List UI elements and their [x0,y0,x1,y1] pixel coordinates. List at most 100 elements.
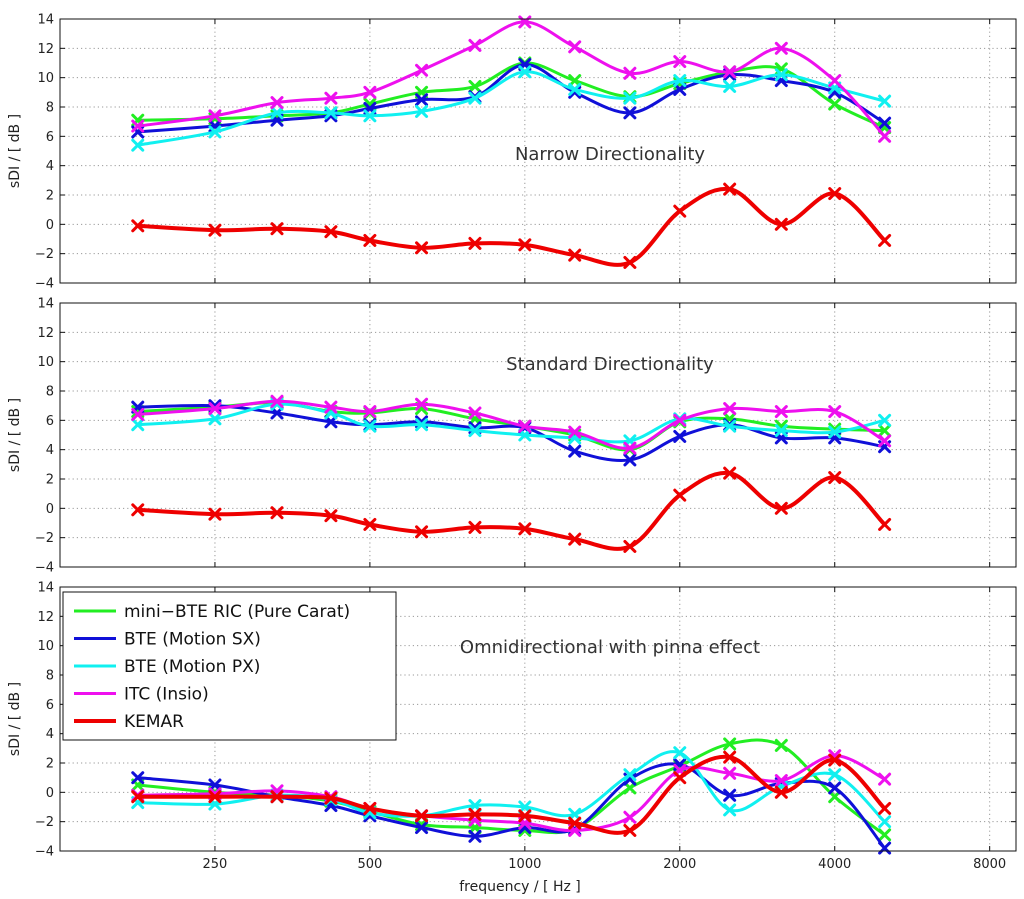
panel-title: Standard Directionality [506,354,714,375]
data-point-marker [828,753,842,767]
data-point-marker [623,781,637,795]
data-point-marker [623,810,637,824]
data-point-marker [878,413,892,427]
data-point-marker [518,428,532,442]
data-point-marker [623,441,637,455]
data-point-marker [568,807,582,821]
data-point-marker [208,778,222,792]
data-point-marker [623,823,637,837]
data-point-marker [623,106,637,120]
data-point-marker [673,413,687,427]
y-tick-label: 8 [46,669,54,684]
x-tick-label: 500 [357,857,382,872]
plot-frame [59,18,1017,284]
data-point-marker [468,520,482,534]
data-point-marker [363,419,377,433]
data-point-marker [270,394,284,408]
series-kemar [131,182,892,269]
panel-title: Narrow Directionality [515,144,705,165]
data-point-marker [363,109,377,123]
series-kemar [131,750,892,837]
x-axis-title: frequency / [ Hz ] [459,879,581,895]
data-point-marker [131,119,145,133]
legend-box [62,591,397,741]
legend-label: BTE (Motion PX) [124,657,260,677]
series-line [135,470,887,551]
data-point-marker [568,248,582,262]
y-tick-label: 14 [37,13,54,28]
y-tick-label: 8 [46,101,54,116]
data-point-marker [568,74,582,88]
panel-2: −4 −2 0 2 4 6 8 10 12 14 sDI / [ dB ] Standard Dire… [7,297,1017,576]
data-point-marker [774,738,788,752]
y-axis-title: sDI / [ dB ] [7,398,23,472]
data-point-marker [878,424,892,438]
legend-label: KEMAR [124,712,184,732]
data-point-marker [673,74,687,88]
data-point-marker [415,525,429,539]
y-tick-label: 14 [37,581,54,596]
data-point-marker [673,429,687,443]
data-point-marker [774,41,788,55]
data-point-marker [270,106,284,120]
data-point-marker [673,204,687,218]
data-point-marker [270,406,284,420]
x-tick-label: 1000 [508,857,541,872]
data-point-marker [878,517,892,531]
series-itc-insio [131,15,892,143]
y-tick-label: 2 [46,473,54,488]
data-point-marker [878,815,892,829]
data-point-marker [518,65,532,79]
plot-frame [59,302,1017,568]
legend-label: mini−BTE RIC (Pure Carat) [124,602,350,622]
data-point-marker [208,790,222,804]
data-point-marker [131,138,145,152]
series-bte-motion-px [131,65,892,152]
panels: −4 −2 0 2 4 6 8 10 12 14 sDI / [ dB ] Narrow Direct… [7,13,1017,872]
data-point-marker [270,506,284,520]
data-point-marker [415,241,429,255]
y-tick-label: 4 [46,443,54,458]
data-point-marker [208,507,222,521]
data-point-marker [673,746,687,760]
y-axis-title: sDI / [ dB ] [7,682,23,756]
data-point-marker [208,109,222,123]
data-point-marker [270,790,284,804]
y-tick-label: 4 [46,727,54,742]
data-point-marker [363,801,377,815]
y-tick-label: 12 [37,326,54,341]
data-point-marker [518,419,532,433]
y-tick-label: 6 [46,130,54,145]
data-point-marker [568,425,582,439]
y-tick-label: 12 [37,610,54,625]
legend-label: BTE (Motion SX) [124,630,261,650]
data-point-marker [324,415,338,429]
panel-title: Omnidirectional with pinna effect [460,637,760,658]
data-point-marker [270,96,284,110]
data-point-marker [828,405,842,419]
data-point-marker [415,821,429,835]
data-point-marker [468,799,482,813]
series-itc-insio [131,394,892,455]
data-point-marker [673,771,687,785]
x-tick-label: 8000 [973,857,1006,872]
data-point-marker [828,425,842,439]
plot-area [60,19,1016,283]
data-point-marker [623,91,637,105]
data-point-marker [324,225,338,239]
data-point-marker [723,402,737,416]
data-point-marker [723,750,737,764]
data-point-marker [878,434,892,448]
data-point-marker [208,412,222,426]
data-point-marker [623,255,637,269]
series-line [135,754,887,835]
x-tick-label: 2000 [663,857,696,872]
data-point-marker [131,771,145,785]
data-point-marker [723,803,737,817]
data-point-marker [468,424,482,438]
data-point-marker [723,65,737,79]
data-point-marker [363,405,377,419]
data-point-marker [518,522,532,536]
y-tick-label: −4 [35,845,54,860]
